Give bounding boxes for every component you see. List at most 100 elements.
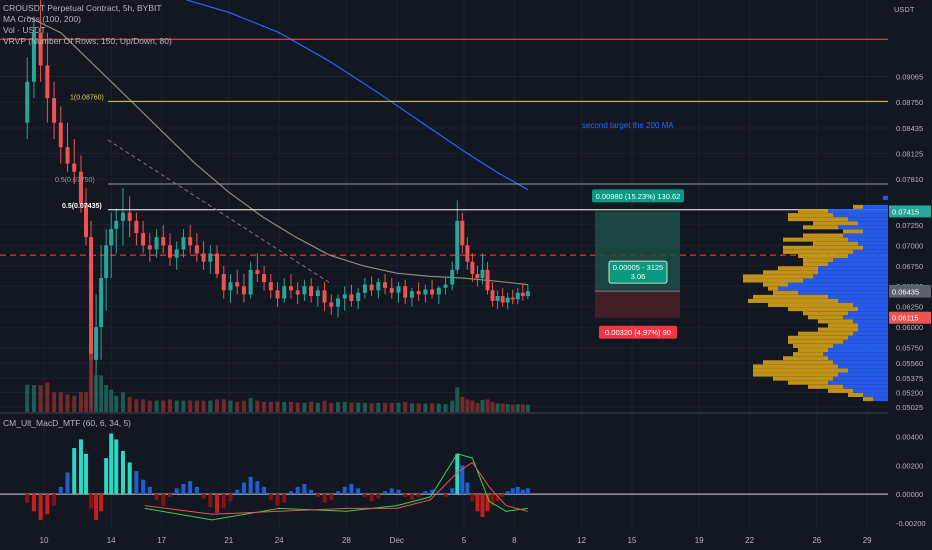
candle-body[interactable] [25,81,30,123]
time-axis[interactable]: 10 14 17 21 24 28 Dec 5 8 12 15 19 22 26 29 [40,536,873,545]
candle-body[interactable] [104,245,109,279]
candle-body[interactable] [38,32,43,66]
candle-body[interactable] [396,286,401,293]
candle-body[interactable] [52,98,57,123]
candle-body[interactable] [336,298,340,307]
candle-body[interactable] [470,261,475,274]
candle-body[interactable] [295,290,300,295]
candle-body[interactable] [520,292,525,297]
candle-body[interactable] [45,65,50,99]
candle-body[interactable] [455,220,460,270]
candle-body[interactable] [500,296,505,303]
candle-body[interactable] [188,237,193,246]
candle-body[interactable] [147,245,152,250]
candle-body[interactable] [141,233,146,246]
candle-body[interactable] [215,253,220,274]
candle-body[interactable] [168,245,172,258]
candle-body[interactable] [389,287,394,293]
candle-body[interactable] [262,273,267,283]
candle-body[interactable] [495,296,500,301]
candle-body[interactable] [315,290,320,297]
candle-body[interactable] [450,269,455,285]
candle-body[interactable] [282,286,287,299]
ma-cross-legend[interactable]: MA Cross (100, 200) [3,14,81,24]
candle-body[interactable] [84,204,88,238]
candle-body[interactable] [430,289,435,295]
candle-body[interactable] [78,171,83,205]
candle-body[interactable] [369,284,374,291]
candle-body[interactable] [302,286,307,295]
candle-body[interactable] [275,290,280,299]
candle-body[interactable] [248,269,253,295]
candle-body[interactable] [460,220,465,246]
candle-body[interactable] [109,228,114,246]
candle-body[interactable] [465,245,470,262]
candle-body[interactable] [99,278,104,328]
candle-body[interactable] [221,273,226,291]
candle-body[interactable] [409,291,414,298]
candle-body[interactable] [322,290,327,303]
macd-axis[interactable]: 0.00400 0.00200 0.00000 -0.00200 [896,433,926,528]
horizontal-lines-layer[interactable]: 1(0.08760) 0.5(0.07750) 0.5(0.07435) [0,38,888,256]
symbol-legend[interactable]: CROUSDT Perpetual Contract, 5h, BYBIT [3,3,162,13]
candle-body[interactable] [228,282,233,291]
candle-body[interactable] [376,282,381,291]
candle-body[interactable] [423,289,428,295]
candle-body[interactable] [288,286,293,291]
candle-body[interactable] [443,284,448,288]
candle-body[interactable] [475,273,480,279]
candle-body[interactable] [89,237,94,360]
target-label: 0.00980 (15.23%) 130.62 [596,192,681,201]
candle-body[interactable] [58,122,63,148]
volume-legend[interactable]: Vol · USDT [3,25,46,35]
candle-body[interactable] [174,249,179,258]
time-tick-label: 28 [342,536,351,545]
candle-body[interactable] [154,237,159,250]
candle-body[interactable] [362,284,367,293]
candle-body[interactable] [342,294,347,299]
candle-body[interactable] [114,220,119,229]
candle-body[interactable] [403,286,408,298]
candle-body[interactable] [31,32,36,82]
candle-body[interactable] [515,292,520,300]
candle-body[interactable] [65,147,70,164]
candle-body[interactable] [72,163,77,172]
trend-lines-layer[interactable] [107,139,331,284]
volume-bar [168,399,172,412]
candle-body[interactable] [255,269,260,274]
candle-body[interactable] [268,282,273,291]
candles-layer[interactable] [25,0,530,409]
candle-body[interactable] [309,286,314,297]
macd-legend[interactable]: CM_Ult_MacD_MTF (60, 6, 34, 5) [3,418,132,428]
position-tool[interactable]: 0.00980 (15.23%) 130.62 0.00005 - 31253.0… [592,189,684,339]
position-stop-zone[interactable] [595,291,680,318]
candle-body[interactable] [134,220,139,234]
candle-body[interactable] [383,282,388,288]
candle-body[interactable] [510,297,515,300]
diagonal-trend-line[interactable] [107,139,331,284]
candle-body[interactable] [201,253,206,262]
candle-body[interactable] [127,212,132,221]
candle-body[interactable] [241,286,246,295]
candle-body[interactable] [485,269,490,291]
candle-body[interactable] [505,297,510,303]
price-axis[interactable]: 0.09065 0.08750 0.08435 0.08125 0.07810 0.072… [894,5,923,412]
candle-body[interactable] [416,291,421,295]
macd-histogram-bar [147,486,152,495]
vrvp-legend[interactable]: VRVP (Number Of Rows, 150, Up/Down, 80) [3,36,172,46]
candle-body[interactable] [480,269,485,279]
candle-body[interactable] [120,212,125,221]
candle-body[interactable] [349,294,354,301]
candle-body[interactable] [235,282,240,287]
candle-body[interactable] [329,302,334,307]
candle-body[interactable] [525,291,530,297]
candle-body[interactable] [181,237,186,250]
candle-body[interactable] [490,290,495,301]
candle-body[interactable] [436,287,441,295]
candle-body[interactable] [161,237,166,246]
candle-body[interactable] [94,327,99,360]
candle-body[interactable] [356,292,361,301]
candle-body[interactable] [208,253,213,262]
candle-body[interactable] [194,245,199,254]
